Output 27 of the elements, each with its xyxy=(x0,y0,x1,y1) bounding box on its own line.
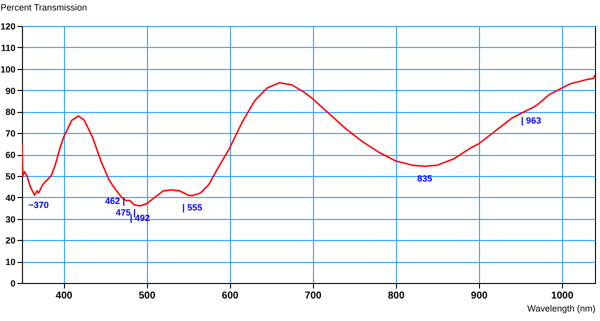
annotation: ~370 xyxy=(28,200,49,210)
y-tick-label: 60 xyxy=(5,150,16,160)
x-tick-label: 800 xyxy=(388,290,405,302)
x-tick-label: 500 xyxy=(138,290,156,302)
x-tick-label: 400 xyxy=(56,290,73,302)
x-tick-label: 1000 xyxy=(551,290,574,302)
y-tick-label: 90 xyxy=(5,86,16,96)
y-tick-label: 110 xyxy=(0,42,16,53)
x-tick-label: 700 xyxy=(304,290,322,302)
annotation: 462 | xyxy=(104,196,126,206)
x-axis-title: Wavelength (nm) xyxy=(527,304,596,314)
y-tick-label: 100 xyxy=(0,64,16,74)
y-tick-label: 40 xyxy=(5,192,16,203)
y-axis-title: Percent Transmission xyxy=(0,2,88,12)
annotation: | 555 xyxy=(182,202,202,213)
annotation: 475 | xyxy=(116,208,136,218)
y-tick-label: 30 xyxy=(5,214,16,224)
y-tick-label: 20 xyxy=(5,236,16,246)
y-tick-label: 10 xyxy=(5,257,16,268)
x-tick-label: 900 xyxy=(470,290,488,302)
y-tick-label: 120 xyxy=(0,22,16,32)
annotation: | 963 xyxy=(521,115,542,126)
x-tick-label: 600 xyxy=(222,290,239,302)
y-tick-label: 0 xyxy=(10,278,16,288)
y-tick-label: 70 xyxy=(5,128,16,139)
y-tick-label: 80 xyxy=(5,107,16,118)
y-tick-label: 50 xyxy=(5,171,16,182)
